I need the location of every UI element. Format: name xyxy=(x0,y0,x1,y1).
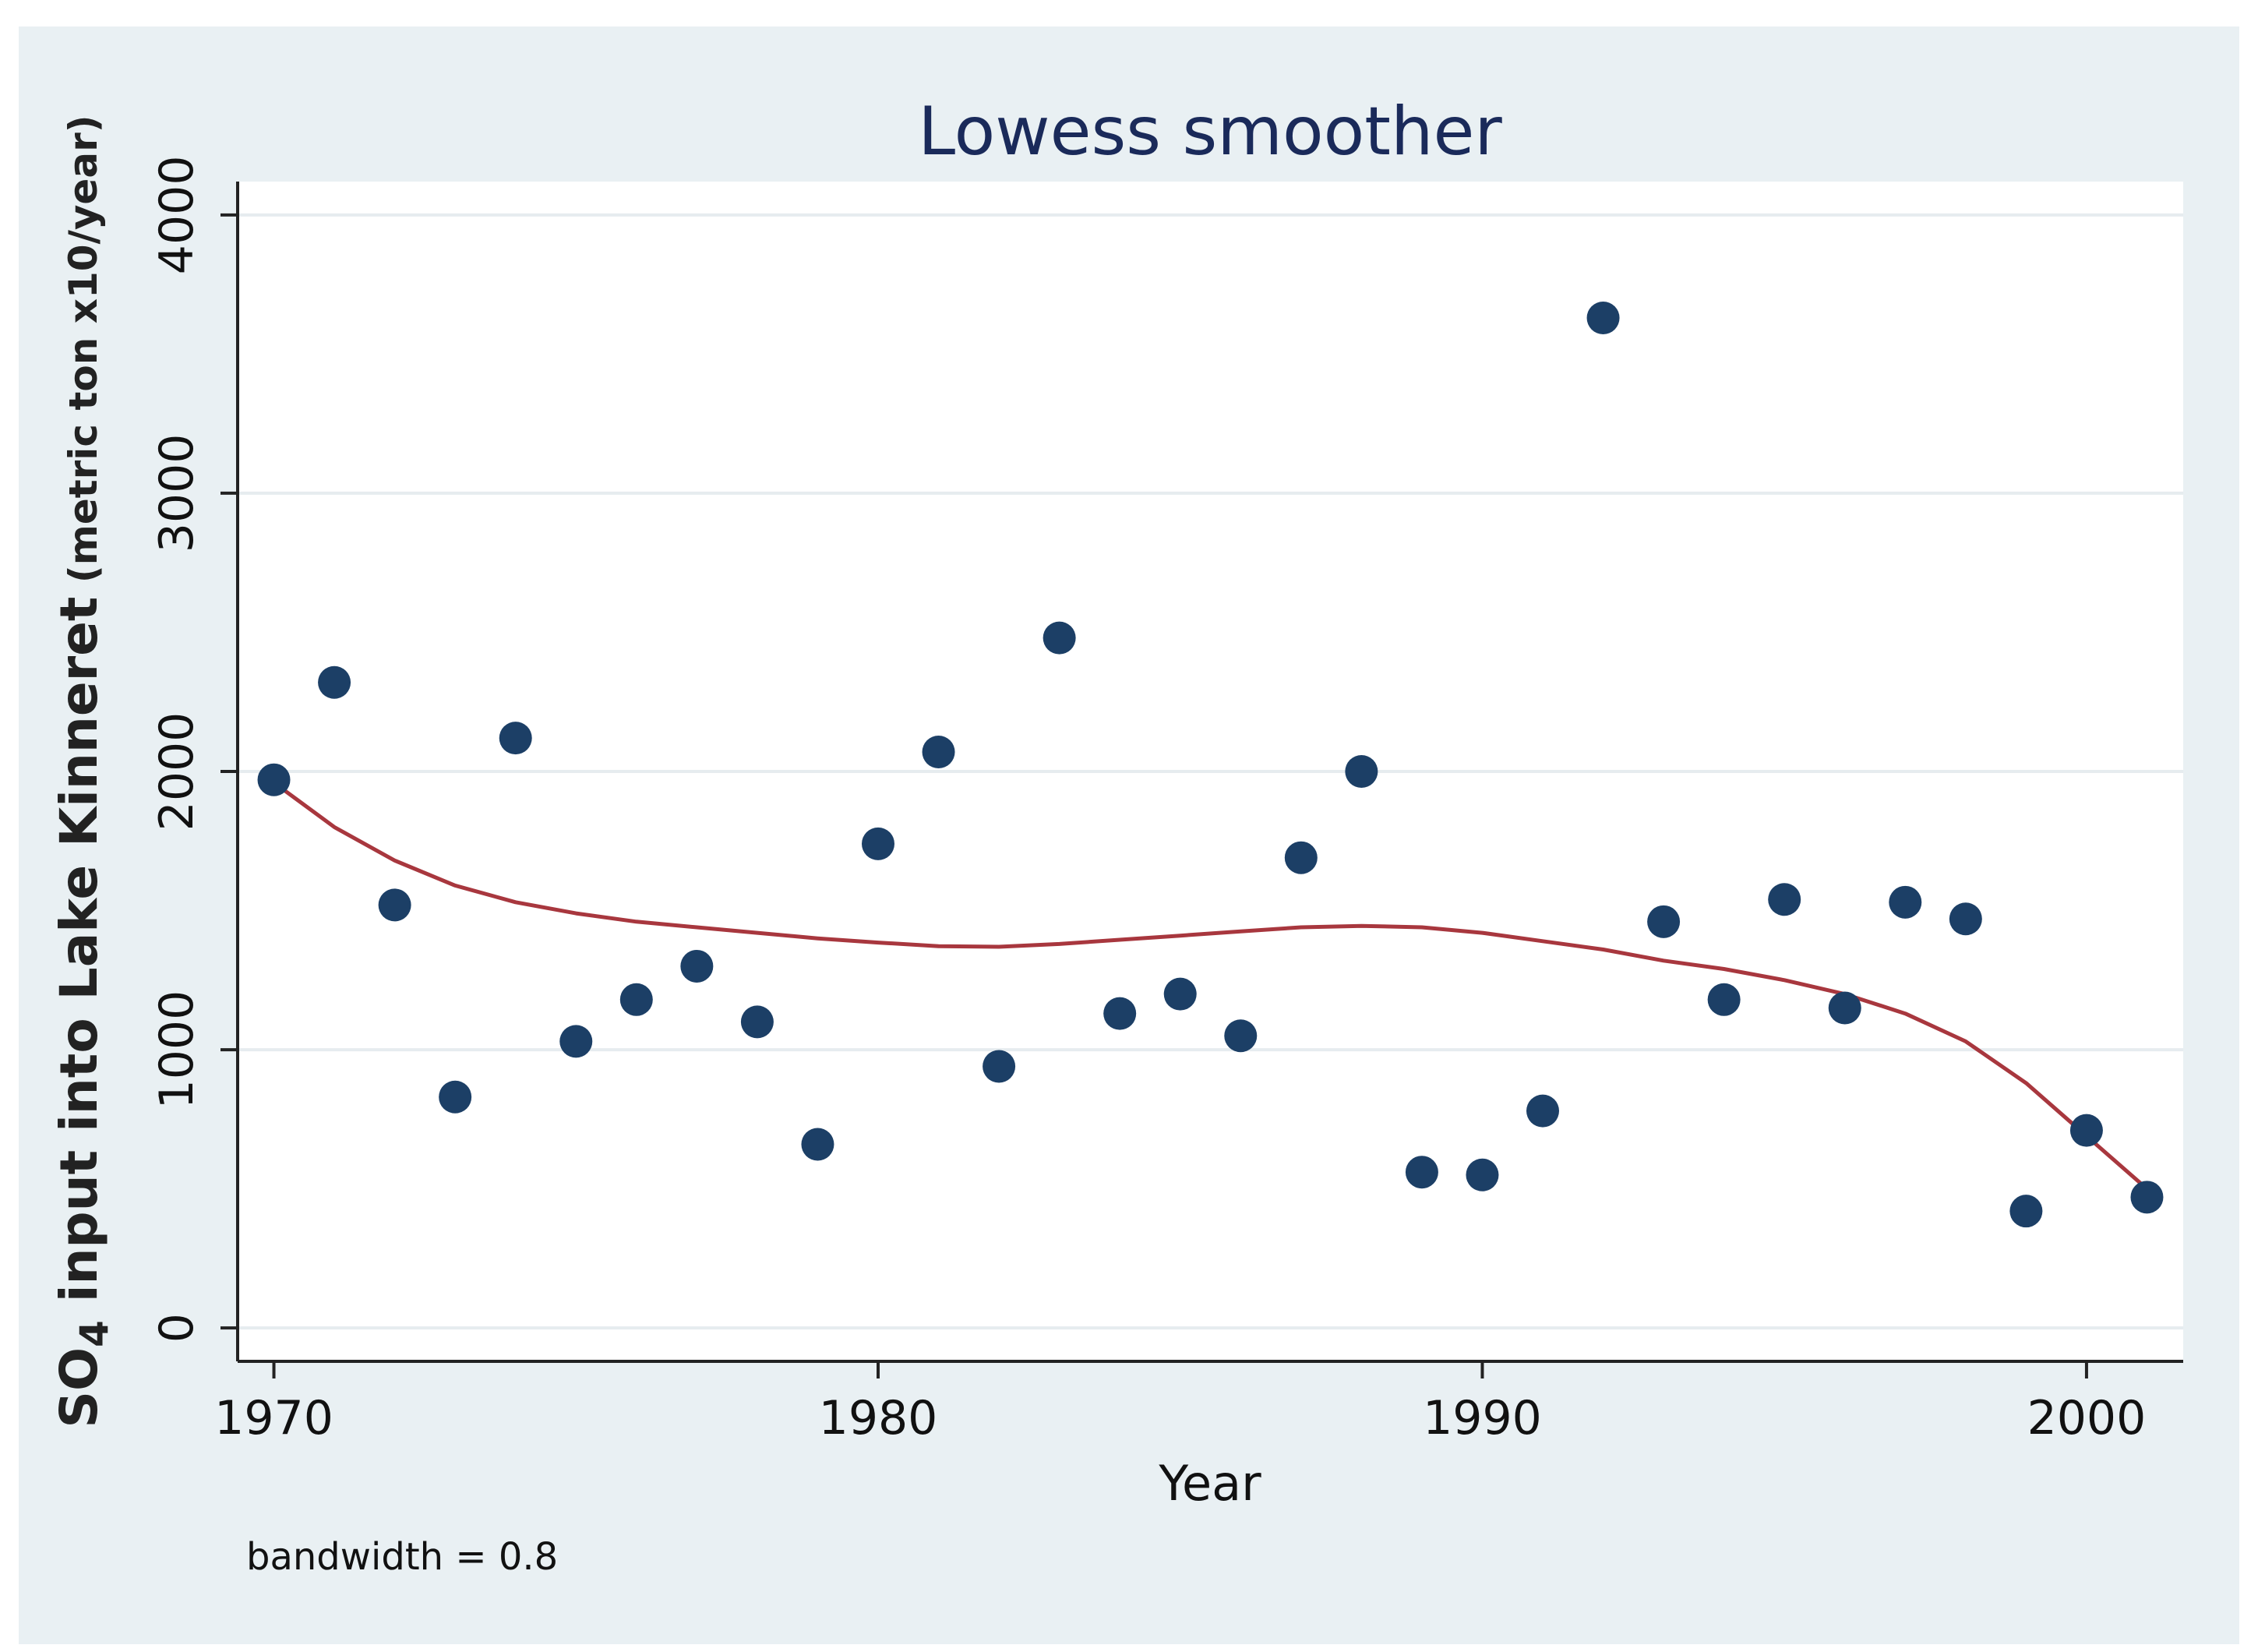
y-axis-title-units: (metric ton x10/year) xyxy=(61,115,106,596)
data-point-1986 xyxy=(1224,1019,1258,1053)
data-point-1998 xyxy=(1949,902,1982,936)
bandwidth-note: bandwidth = 0.8 xyxy=(246,1535,558,1579)
data-point-1983 xyxy=(1043,621,1076,655)
y-ticks: 0 1000 2000 3000 4000 xyxy=(150,155,238,1343)
lowess-smoother-line xyxy=(272,780,2149,1191)
x-tick-label-1990: 1990 xyxy=(1423,1391,1542,1446)
data-point-1994 xyxy=(1707,983,1741,1016)
x-tick-label-1970: 1970 xyxy=(214,1391,333,1446)
data-point-1985 xyxy=(1163,977,1197,1011)
data-point-1995 xyxy=(1768,883,1801,916)
gridlines xyxy=(238,213,2183,1330)
y-tick-label-4000: 4000 xyxy=(150,155,204,274)
data-point-1979 xyxy=(801,1128,834,1161)
x-tick-label-2000: 2000 xyxy=(2027,1391,2147,1446)
data-point-1970 xyxy=(257,763,291,796)
y-axis-title: SO4 input into Lake Kinneret (metric ton… xyxy=(49,115,117,1428)
data-point-2000 xyxy=(2069,1114,2103,1147)
y-tick-label-0: 0 xyxy=(150,1313,204,1343)
data-point-2001 xyxy=(2130,1181,2164,1214)
data-point-1984 xyxy=(1103,997,1137,1030)
data-point-1996 xyxy=(1828,991,1861,1025)
data-point-1997 xyxy=(1889,885,1922,919)
data-point-1978 xyxy=(740,1005,774,1039)
x-axis-title: Year xyxy=(1158,1455,1261,1512)
data-point-1977 xyxy=(680,949,714,983)
y-axis-title-subscript: 4 xyxy=(72,1320,117,1347)
data-point-1990 xyxy=(1466,1158,1499,1191)
data-point-1973 xyxy=(439,1080,472,1114)
x-ticks: 1970 1980 1990 2000 xyxy=(214,1361,2146,1446)
data-point-1980 xyxy=(861,827,894,860)
data-point-1989 xyxy=(1405,1156,1438,1189)
data-point-1991 xyxy=(1526,1094,1560,1128)
y-axis-title-main: input into Lake Kinneret xyxy=(49,597,109,1321)
data-point-1988 xyxy=(1345,755,1378,788)
x-tick-label-1980: 1980 xyxy=(819,1391,938,1446)
data-point-1975 xyxy=(559,1025,593,1058)
data-point-1974 xyxy=(499,722,532,755)
data-point-1999 xyxy=(2009,1195,2043,1228)
y-tick-label-2000: 2000 xyxy=(150,712,204,831)
data-point-1992 xyxy=(1586,301,1620,334)
data-point-1993 xyxy=(1647,905,1681,938)
data-point-1982 xyxy=(983,1050,1016,1083)
y-axis-title-prefix: SO xyxy=(49,1347,109,1428)
y-tick-label-1000: 1000 xyxy=(150,990,204,1110)
y-tick-label-3000: 3000 xyxy=(150,434,204,553)
data-point-1987 xyxy=(1284,841,1318,874)
series-marks xyxy=(257,301,2164,1228)
data-point-1976 xyxy=(619,983,653,1016)
data-point-1971 xyxy=(318,665,351,699)
data-point-1972 xyxy=(378,888,411,922)
data-point-1981 xyxy=(922,736,955,769)
chart-title: Lowess smoother xyxy=(918,93,1502,171)
